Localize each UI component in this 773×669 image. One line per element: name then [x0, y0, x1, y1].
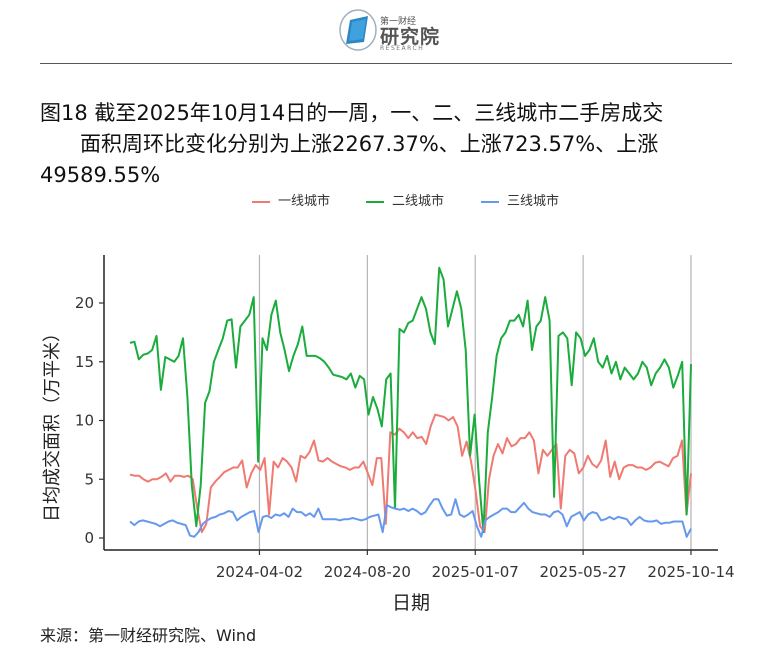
series-line	[129, 266, 692, 534]
legend-item: 二线城市	[366, 190, 444, 209]
x-tick-label: 2025-01-07	[432, 563, 519, 581]
legend-swatch	[252, 200, 270, 203]
x-axis-label: 日期	[392, 592, 430, 614]
x-tick-label: 2024-08-20	[324, 563, 411, 581]
x-tick-label: 2025-10-14	[647, 563, 734, 581]
chart-legend: 一线城市 二线城市 三线城市	[0, 190, 773, 212]
vertical-gridlines	[258, 255, 692, 550]
y-tick-label: 15	[75, 353, 94, 371]
logo-top-text: 第一财经	[380, 17, 417, 27]
legend-swatch	[481, 200, 499, 203]
logo-main-text: 研究院	[380, 26, 441, 48]
research-institute-logo: 第一财经 研究院 RESEARCH	[338, 8, 448, 54]
header-divider	[40, 63, 732, 64]
series-line	[129, 413, 692, 534]
chart-title-line-1: 图18 截至2025年10月14日的一周，一、二、三线城市二手房成交	[40, 101, 664, 125]
chart-title-line-2: 面积周环比变化分别为上涨2267.37%、上涨723.57%、上涨	[80, 132, 659, 156]
y-tick-label: 10	[75, 412, 94, 430]
source-note: 来源：第一财经研究院、Wind	[40, 626, 257, 645]
y-tick-label: 20	[75, 294, 94, 312]
chart-title-line-3: 49589.55%	[40, 163, 161, 187]
chart-title: 图18 截至2025年10月14日的一周，一、二、三线城市二手房成交 面积周环比…	[40, 98, 740, 191]
axis-ticks: 2024-04-02 2024-08-20 2025-01-07 2025-05-27…	[75, 294, 735, 581]
legend-label: 一线城市	[278, 194, 331, 209]
y-tick-label: 5	[84, 470, 94, 488]
legend-item: 一线城市	[252, 190, 330, 209]
series-lines	[129, 266, 692, 538]
y-axis-label: 日均成交面积（万平米）	[42, 324, 63, 522]
chart-axes	[103, 255, 718, 551]
logo-mark-icon	[339, 9, 377, 51]
y-tick-label: 0	[84, 529, 94, 547]
legend-label: 三线城市	[507, 194, 560, 209]
logo-sub-text: RESEARCH	[380, 45, 425, 52]
legend-item: 三线城市	[481, 190, 559, 209]
series-line	[129, 498, 692, 538]
legend-label: 二线城市	[392, 194, 445, 209]
x-tick-label: 2025-05-27	[540, 563, 627, 581]
x-tick-label: 2024-04-02	[216, 563, 303, 581]
legend-swatch	[366, 200, 384, 203]
